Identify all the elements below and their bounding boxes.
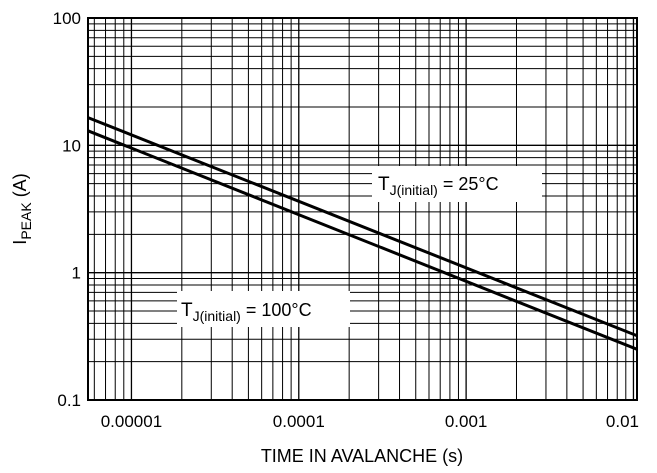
annotation-25c: TJ(initial) = 25°C xyxy=(372,166,542,202)
tick-labels: 0.00001 0.0001 0.001 0.01 0.1 1 10 100 xyxy=(53,9,639,431)
x-tick-label: 0.0001 xyxy=(273,412,325,431)
grid xyxy=(88,18,637,401)
y-tick-label: 0.1 xyxy=(57,391,81,410)
annotation-100c-bg xyxy=(177,291,350,327)
annotation-100c: TJ(initial) = 100°C xyxy=(177,291,350,327)
series-lines xyxy=(87,116,638,351)
x-tick-label: 0.01 xyxy=(606,412,639,431)
y-axis-title: IPEAK (A) xyxy=(10,173,34,244)
annotation-25c-text: TJ(initial) = 25°C xyxy=(378,174,499,198)
y-tick-label: 100 xyxy=(53,9,81,28)
annotation-100c-text: TJ(initial) = 100°C xyxy=(181,300,312,324)
x-tick-label: 0.001 xyxy=(445,412,488,431)
plot-frame xyxy=(87,17,638,401)
annotations: TJ(initial) = 25°C TJ(initial) = 100°C xyxy=(177,166,542,327)
y-tick-label: 1 xyxy=(72,264,81,283)
series-line-1 xyxy=(87,116,638,338)
annotation-25c-bg xyxy=(372,166,542,202)
x-axis-title: TIME IN AVALANCHE (s) xyxy=(261,446,463,466)
x-tick-label: 0.00001 xyxy=(101,412,162,431)
series-line-2 xyxy=(87,129,638,351)
y-tick-label: 10 xyxy=(62,136,81,155)
